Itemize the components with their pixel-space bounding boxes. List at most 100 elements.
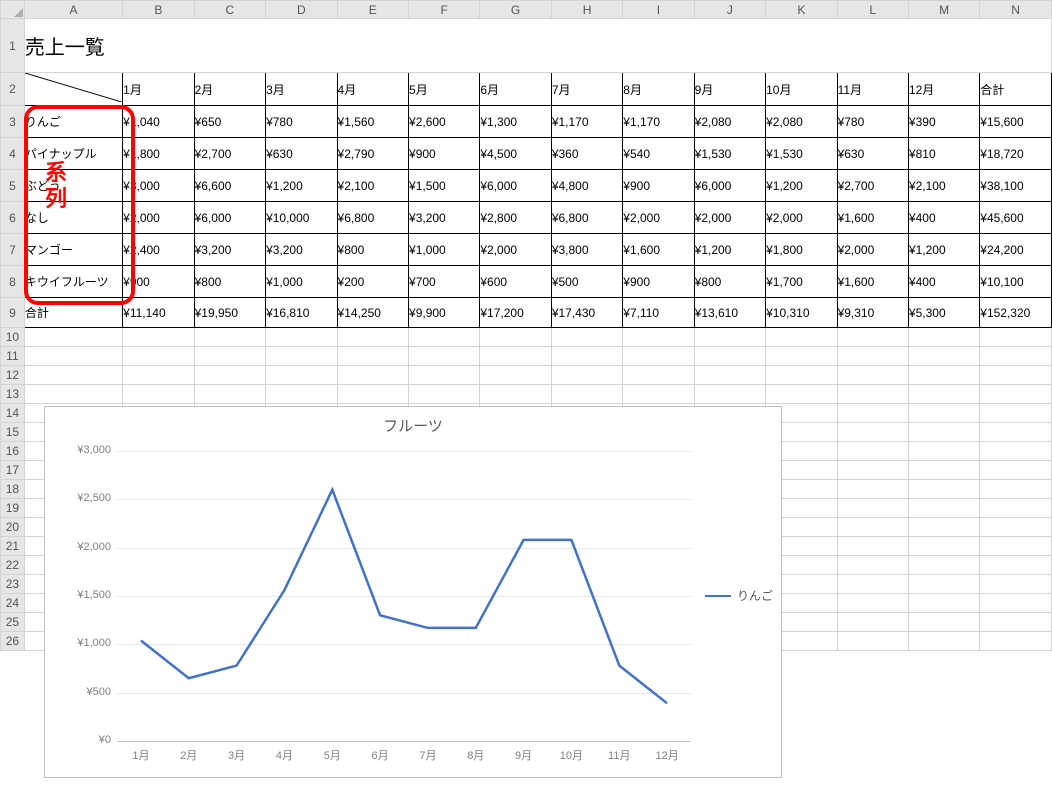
data-cell[interactable]: ¥1,800 <box>123 138 194 170</box>
empty-cell[interactable] <box>837 632 908 651</box>
empty-cell[interactable] <box>908 499 979 518</box>
empty-cell[interactable] <box>908 347 979 366</box>
empty-cell[interactable] <box>908 328 979 347</box>
row-header-22[interactable]: 22 <box>1 556 25 575</box>
series-row-header[interactable]: ぶどう <box>24 170 122 202</box>
col-total-cell[interactable]: ¥17,200 <box>480 298 551 328</box>
row-header-21[interactable]: 21 <box>1 537 25 556</box>
month-header[interactable]: 2月 <box>194 73 265 106</box>
empty-cell[interactable] <box>194 347 265 366</box>
data-cell[interactable]: ¥1,800 <box>766 234 837 266</box>
series-row-header[interactable]: なし <box>24 202 122 234</box>
empty-cell[interactable] <box>908 575 979 594</box>
data-cell[interactable]: ¥6,000 <box>194 202 265 234</box>
data-cell[interactable]: ¥390 <box>908 106 979 138</box>
data-cell[interactable]: ¥2,000 <box>480 234 551 266</box>
row-header-20[interactable]: 20 <box>1 518 25 537</box>
row-header-19[interactable]: 19 <box>1 499 25 518</box>
empty-cell[interactable] <box>908 366 979 385</box>
col-total-cell[interactable]: ¥14,250 <box>337 298 408 328</box>
data-cell[interactable]: ¥630 <box>266 138 337 170</box>
data-cell[interactable]: ¥400 <box>908 202 979 234</box>
data-cell[interactable]: ¥1,040 <box>123 106 194 138</box>
empty-cell[interactable] <box>837 423 908 442</box>
empty-cell[interactable] <box>980 575 1052 594</box>
empty-cell[interactable] <box>837 328 908 347</box>
empty-cell[interactable] <box>837 556 908 575</box>
data-cell[interactable]: ¥2,700 <box>837 170 908 202</box>
row-header-24[interactable]: 24 <box>1 594 25 613</box>
data-cell[interactable]: ¥1,170 <box>551 106 622 138</box>
empty-cell[interactable] <box>480 347 551 366</box>
page-title[interactable]: 売上一覧 <box>24 19 1051 73</box>
col-header-K[interactable]: K <box>766 1 837 19</box>
empty-cell[interactable] <box>694 347 765 366</box>
data-cell[interactable]: ¥2,000 <box>837 234 908 266</box>
empty-cell[interactable] <box>980 461 1052 480</box>
row-header-8[interactable]: 8 <box>1 266 25 298</box>
month-header[interactable]: 10月 <box>766 73 837 106</box>
data-cell[interactable]: ¥10,000 <box>266 202 337 234</box>
empty-cell[interactable] <box>194 328 265 347</box>
row-total-cell[interactable]: ¥38,100 <box>980 170 1052 202</box>
empty-cell[interactable] <box>837 518 908 537</box>
data-cell[interactable]: ¥1,200 <box>908 234 979 266</box>
data-cell[interactable]: ¥1,600 <box>623 234 694 266</box>
empty-cell[interactable] <box>908 480 979 499</box>
row-header-6[interactable]: 6 <box>1 202 25 234</box>
empty-cell[interactable] <box>980 442 1052 461</box>
empty-cell[interactable] <box>694 328 765 347</box>
row-header-11[interactable]: 11 <box>1 347 25 366</box>
row-header-3[interactable]: 3 <box>1 106 25 138</box>
data-cell[interactable]: ¥800 <box>337 234 408 266</box>
total-row-header[interactable]: 合計 <box>24 298 122 328</box>
row-header-1[interactable]: 1 <box>1 19 25 73</box>
row-header-18[interactable]: 18 <box>1 480 25 499</box>
empty-cell[interactable] <box>837 537 908 556</box>
row-header-7[interactable]: 7 <box>1 234 25 266</box>
row-header-17[interactable]: 17 <box>1 461 25 480</box>
row-header-9[interactable]: 9 <box>1 298 25 328</box>
empty-cell[interactable] <box>24 347 122 366</box>
month-header[interactable]: 11月 <box>837 73 908 106</box>
data-cell[interactable]: ¥1,500 <box>409 170 480 202</box>
data-cell[interactable]: ¥4,500 <box>480 138 551 170</box>
empty-cell[interactable] <box>980 613 1052 632</box>
empty-cell[interactable] <box>24 366 122 385</box>
month-header[interactable]: 8月 <box>623 73 694 106</box>
empty-cell[interactable] <box>409 328 480 347</box>
col-header-H[interactable]: H <box>551 1 622 19</box>
data-cell[interactable]: ¥1,300 <box>480 106 551 138</box>
col-total-cell[interactable]: ¥19,950 <box>194 298 265 328</box>
total-header[interactable]: 合計 <box>980 73 1052 106</box>
data-cell[interactable]: ¥1,600 <box>837 266 908 298</box>
empty-cell[interactable] <box>837 461 908 480</box>
data-cell[interactable]: ¥1,600 <box>837 202 908 234</box>
empty-cell[interactable] <box>409 385 480 404</box>
empty-cell[interactable] <box>409 366 480 385</box>
data-cell[interactable]: ¥540 <box>623 138 694 170</box>
empty-cell[interactable] <box>766 385 837 404</box>
data-cell[interactable]: ¥1,530 <box>766 138 837 170</box>
month-header[interactable]: 6月 <box>480 73 551 106</box>
empty-cell[interactable] <box>337 347 408 366</box>
row-total-cell[interactable]: ¥10,100 <box>980 266 1052 298</box>
data-cell[interactable]: ¥900 <box>409 138 480 170</box>
empty-cell[interactable] <box>837 575 908 594</box>
col-total-cell[interactable]: ¥13,610 <box>694 298 765 328</box>
data-cell[interactable]: ¥810 <box>908 138 979 170</box>
empty-cell[interactable] <box>623 347 694 366</box>
empty-cell[interactable] <box>980 594 1052 613</box>
data-cell[interactable]: ¥900 <box>623 170 694 202</box>
empty-cell[interactable] <box>837 442 908 461</box>
data-cell[interactable]: ¥2,100 <box>908 170 979 202</box>
data-cell[interactable]: ¥1,000 <box>266 266 337 298</box>
data-cell[interactable]: ¥1,560 <box>337 106 408 138</box>
empty-cell[interactable] <box>194 385 265 404</box>
empty-cell[interactable] <box>980 556 1052 575</box>
col-header-F[interactable]: F <box>409 1 480 19</box>
select-all-corner[interactable] <box>1 1 25 19</box>
data-cell[interactable]: ¥1,700 <box>766 266 837 298</box>
col-header-D[interactable]: D <box>266 1 337 19</box>
col-total-cell[interactable]: ¥10,310 <box>766 298 837 328</box>
